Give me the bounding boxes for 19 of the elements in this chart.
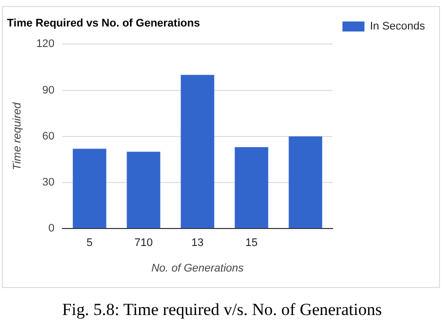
chart-title: Time Required vs No. of Generations: [7, 18, 200, 30]
bar: [234, 147, 268, 228]
y-tick-label: 30: [42, 176, 55, 189]
bar: [126, 152, 160, 228]
bar: [72, 148, 106, 228]
y-tick-label: 120: [36, 38, 55, 50]
y-axis-title: Time required: [12, 102, 24, 170]
x-tick-label: 13: [191, 237, 204, 250]
y-tick-label: 0: [48, 222, 55, 235]
bar: [180, 74, 214, 228]
x-tick-label: 5: [86, 237, 93, 250]
y-tick-label: 60: [42, 130, 55, 142]
y-tick-label: 90: [42, 84, 55, 96]
x-axis-title: No. of Generations: [151, 262, 244, 274]
x-tick-label: 15: [245, 237, 258, 250]
x-tick-label: 710: [134, 237, 153, 250]
legend-label: In Seconds: [370, 20, 426, 33]
caption: Fig. 5.8: Time required v/s. No. of Generations: [61, 300, 383, 320]
bar: [288, 136, 322, 228]
